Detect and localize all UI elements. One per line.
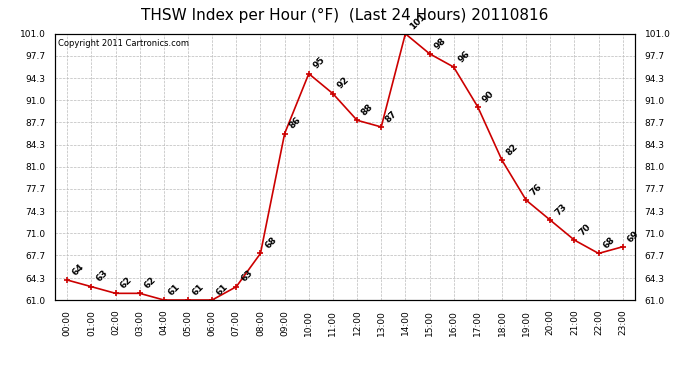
Text: 96: 96: [457, 49, 472, 64]
Text: 68: 68: [264, 236, 279, 250]
Text: 98: 98: [433, 36, 448, 51]
Text: 101: 101: [408, 12, 428, 31]
Text: 87: 87: [384, 109, 400, 124]
Text: 70: 70: [578, 222, 593, 237]
Text: 63: 63: [95, 269, 110, 284]
Text: 68: 68: [602, 236, 617, 250]
Text: 82: 82: [505, 142, 520, 158]
Text: 86: 86: [288, 116, 303, 131]
Text: 95: 95: [312, 56, 327, 71]
Text: Copyright 2011 Cartronics.com: Copyright 2011 Cartronics.com: [58, 39, 189, 48]
Text: 62: 62: [143, 275, 158, 291]
Text: 73: 73: [553, 202, 569, 217]
Text: 63: 63: [239, 269, 255, 284]
Text: THSW Index per Hour (°F)  (Last 24 Hours) 20110816: THSW Index per Hour (°F) (Last 24 Hours)…: [141, 8, 549, 22]
Text: 88: 88: [360, 102, 375, 117]
Text: 64: 64: [70, 262, 86, 277]
Text: 61: 61: [215, 282, 230, 297]
Text: 76: 76: [529, 182, 544, 197]
Text: 90: 90: [481, 89, 496, 104]
Text: 62: 62: [119, 275, 134, 291]
Text: 69: 69: [626, 229, 641, 244]
Text: 61: 61: [191, 282, 206, 297]
Text: 61: 61: [167, 282, 182, 297]
Text: 92: 92: [336, 76, 351, 91]
